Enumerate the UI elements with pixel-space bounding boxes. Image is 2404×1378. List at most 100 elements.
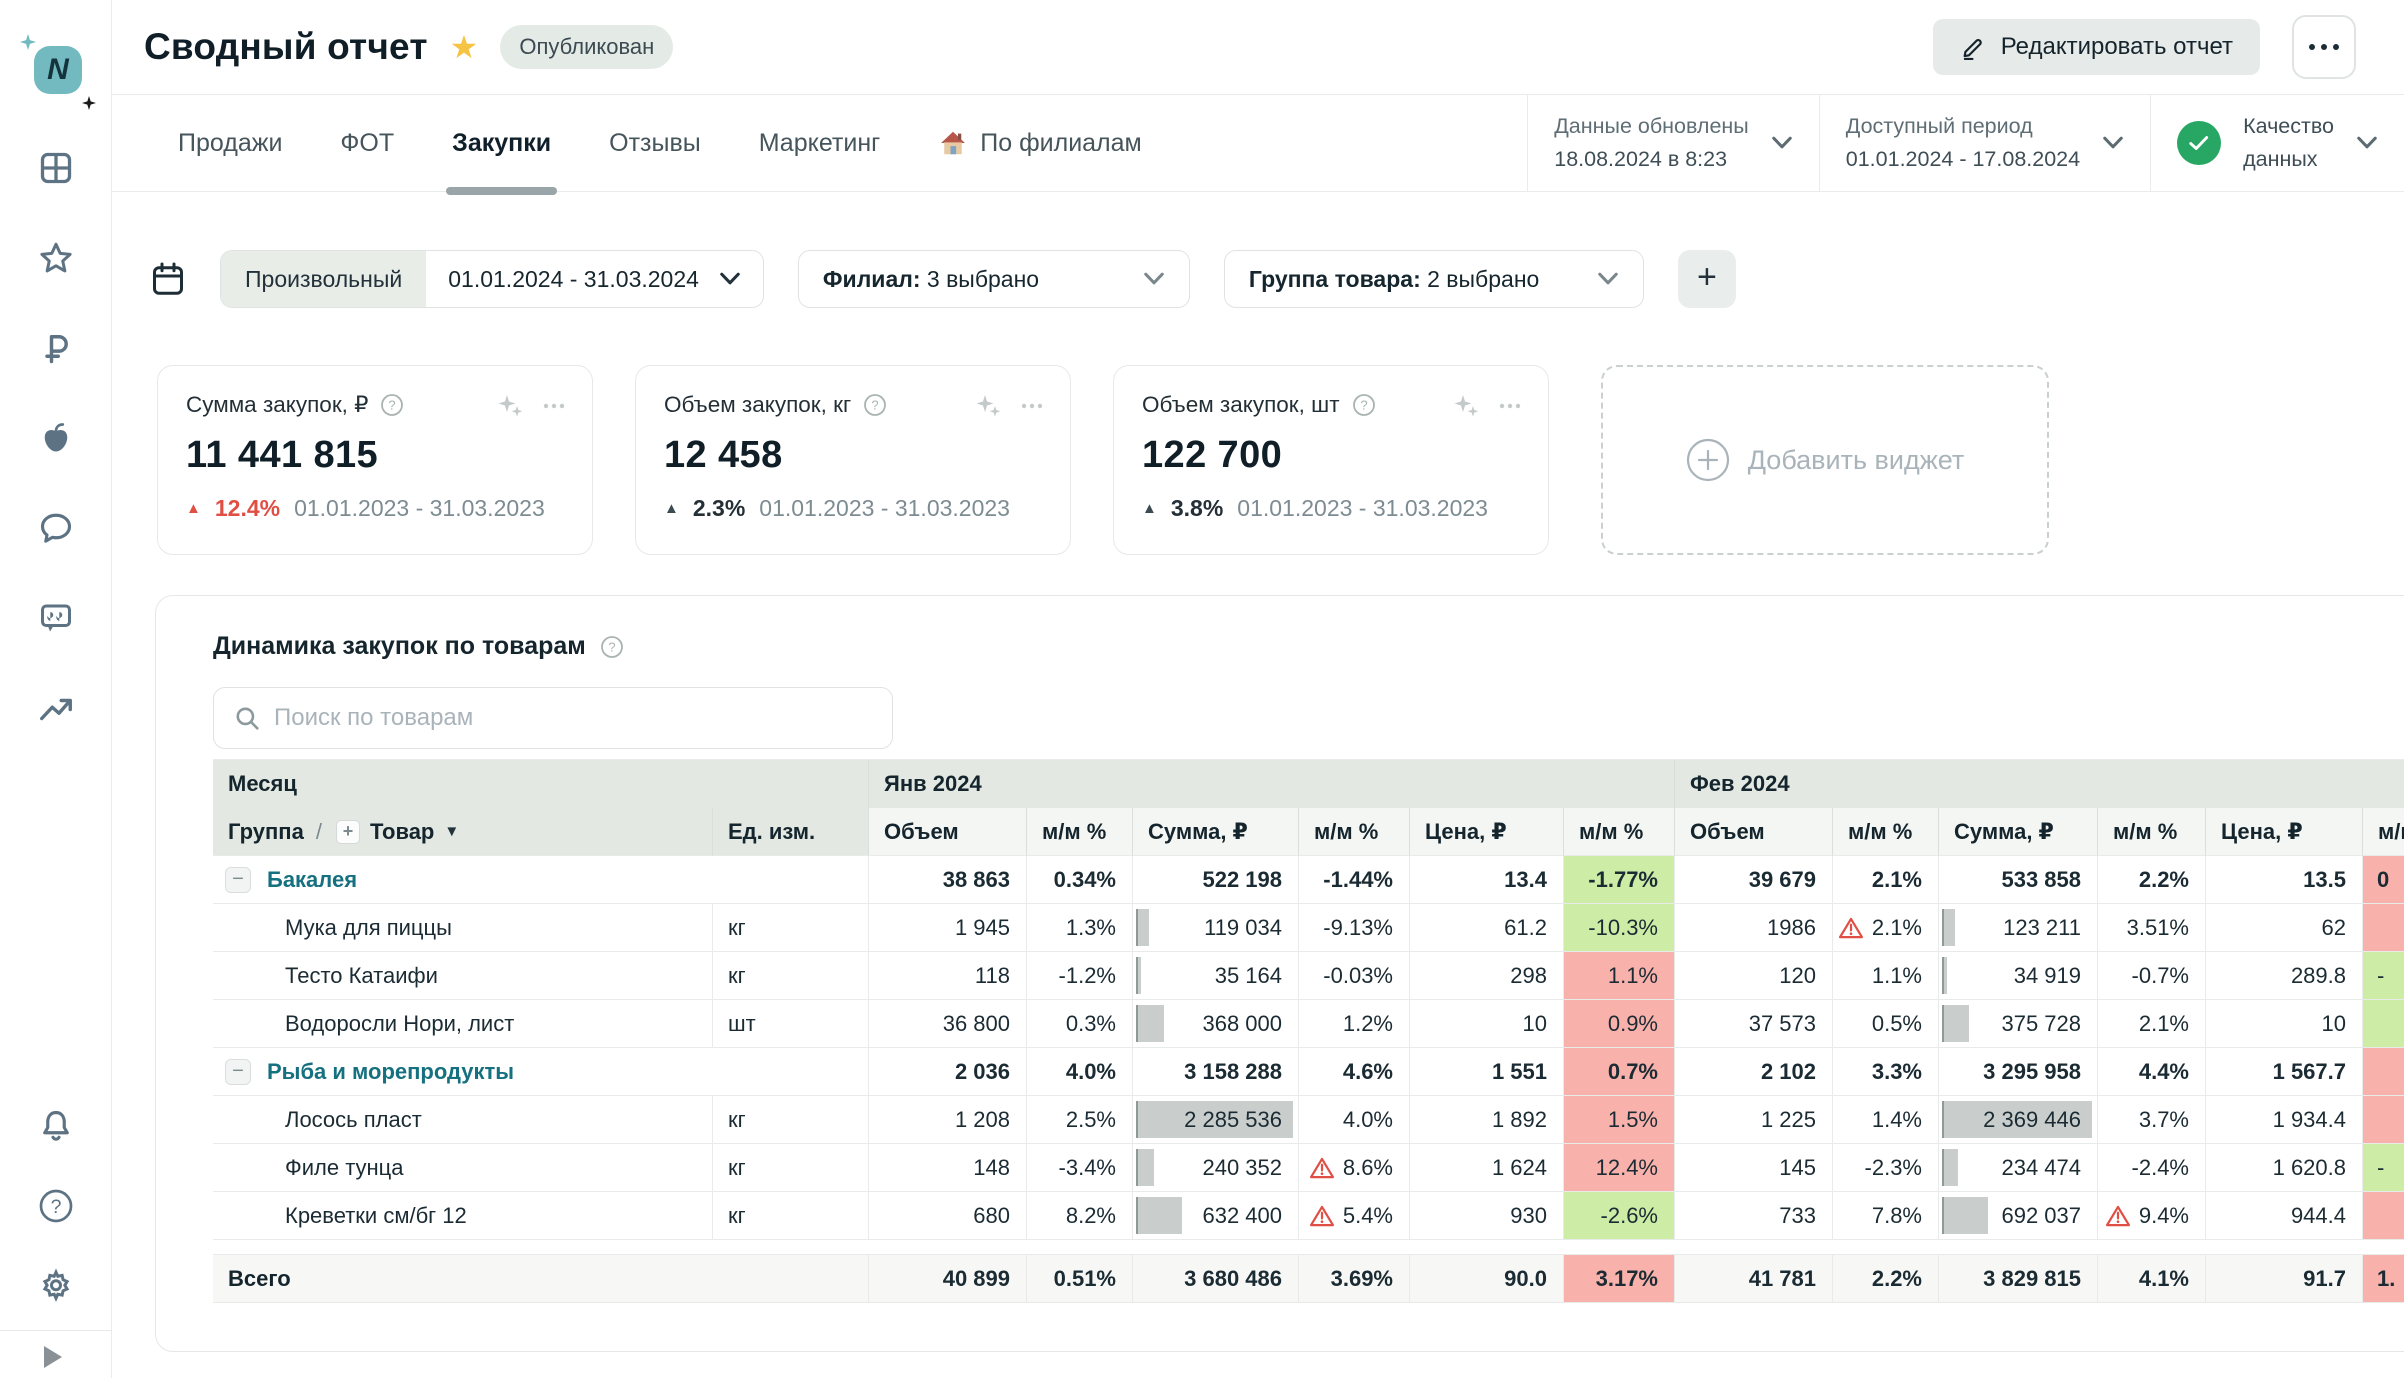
sort-desc-icon[interactable]: ▼: [444, 823, 459, 840]
more-actions-button[interactable]: [2292, 15, 2356, 79]
warning-triangle-icon[interactable]: [1309, 1156, 1335, 1180]
cell: 1.1%: [1564, 952, 1675, 1000]
delta-up-icon: ▲: [664, 501, 679, 516]
collapse-icon[interactable]: −: [225, 1059, 251, 1085]
help-circle-icon[interactable]: [38, 1188, 74, 1224]
expand-all-icon[interactable]: +: [336, 820, 360, 844]
col-sum[interactable]: Сумма, ₽: [1133, 808, 1299, 856]
warning-triangle-icon[interactable]: [1309, 1204, 1335, 1228]
available-period-dropdown[interactable]: Доступный период 01.01.2024 - 17.08.2024: [1819, 95, 2150, 191]
branch-filter-dropdown[interactable]: Филиал: 3 выбрано: [798, 250, 1190, 308]
tab-fot[interactable]: ФОТ: [340, 95, 394, 191]
tab-marketing[interactable]: Маркетинг: [759, 95, 881, 191]
kpi-value: 12 458: [664, 434, 1042, 477]
add-filter-button[interactable]: +: [1678, 250, 1736, 308]
sparkles-ai-icon[interactable]: [496, 392, 524, 420]
reviews-quote-icon[interactable]: [38, 600, 74, 636]
tab-branches[interactable]: По филиалам: [938, 95, 1142, 191]
cell: 3 680 486: [1133, 1255, 1299, 1303]
quality-label-line1: Качество: [2243, 110, 2334, 143]
warning-triangle-icon[interactable]: [1838, 916, 1864, 940]
data-quality-dropdown[interactable]: Качество данных: [2150, 95, 2404, 191]
col-group-item[interactable]: Группа/ + Товар▼: [213, 808, 713, 856]
item-name: Тесто Катаифи: [213, 952, 713, 1000]
cell: 37 573: [1675, 1000, 1833, 1048]
data-updated-dropdown[interactable]: Данные обновлены 18.08.2024 в 8:23: [1527, 95, 1819, 191]
sparkles-ai-icon[interactable]: [974, 392, 1002, 420]
col-mm[interactable]: м/м %: [1564, 808, 1675, 856]
help-icon[interactable]: [380, 393, 404, 417]
cell: 1 624: [1410, 1144, 1564, 1192]
cell: 1 620.8: [2206, 1144, 2363, 1192]
cell: 35 164: [1133, 952, 1299, 1000]
cell: 41 781: [1675, 1255, 1833, 1303]
cell: 298: [1410, 952, 1564, 1000]
warning-triangle-icon[interactable]: [2105, 1204, 2131, 1228]
kpi-title: Объем закупок, кг: [664, 392, 851, 418]
kpi-card-purchase-sum[interactable]: Сумма закупок, ₽ 11 441 815 ▲ 12.4% 01.0…: [157, 365, 593, 555]
col-volume[interactable]: Объем: [1675, 808, 1833, 856]
search-input[interactable]: [274, 704, 872, 732]
cell: 2.5%: [1027, 1096, 1133, 1144]
date-preset[interactable]: Произвольный: [221, 251, 426, 307]
cell: 2.1%: [1833, 856, 1939, 904]
date-range-picker[interactable]: Произвольный 01.01.2024 - 31.03.2024: [220, 250, 764, 308]
product-search[interactable]: [213, 687, 893, 749]
col-price[interactable]: Цена, ₽: [1410, 808, 1564, 856]
add-widget-button[interactable]: Добавить виджет: [1601, 365, 2049, 555]
cell: 3.51%: [2098, 904, 2206, 952]
col-sum[interactable]: Сумма, ₽: [1939, 808, 2098, 856]
cell: 4.0%: [1027, 1048, 1133, 1096]
col-mm[interactable]: м/м %: [1299, 808, 1410, 856]
tab-sales[interactable]: Продажи: [178, 95, 282, 191]
cell: -1.44%: [1299, 856, 1410, 904]
cell: 61.2: [1410, 904, 1564, 952]
tab-reviews[interactable]: Отзывы: [609, 95, 701, 191]
product-group-filter-dropdown[interactable]: Группа товара: 2 выбрано: [1224, 250, 1644, 308]
dashboard-grid-icon[interactable]: [38, 150, 74, 186]
group-name[interactable]: Рыба и морепродукты: [267, 1059, 514, 1085]
chat-bubble-icon[interactable]: [38, 510, 74, 546]
bell-icon[interactable]: [38, 1108, 74, 1144]
edit-report-button[interactable]: Редактировать отчет: [1933, 19, 2260, 75]
chevron-down-icon: [2102, 136, 2124, 150]
col-volume[interactable]: Объем: [869, 808, 1027, 856]
app-logo[interactable]: N: [34, 46, 82, 94]
col-mm[interactable]: м/м %: [1833, 808, 1939, 856]
favorite-star-icon[interactable]: ★: [450, 31, 479, 63]
data-bar: [1942, 1197, 1988, 1234]
kpi-card-volume-pcs[interactable]: Объем закупок, шт 122 700 ▲ 3.8% 01.01.2…: [1113, 365, 1549, 555]
kpi-card-volume-kg[interactable]: Объем закупок, кг 12 458 ▲ 2.3% 01.01.20…: [635, 365, 1071, 555]
col-jan-2024: Янв 2024: [869, 760, 1675, 808]
calendar-icon[interactable]: [150, 261, 186, 297]
finance-ruble-icon[interactable]: [38, 330, 74, 366]
help-icon[interactable]: [863, 393, 887, 417]
cell: 13.4: [1410, 856, 1564, 904]
cell: -1.2%: [1027, 952, 1133, 1000]
cell: 533 858: [1939, 856, 2098, 904]
tab-purchases[interactable]: Закупки: [452, 95, 551, 191]
col-mm[interactable]: м/м %: [2098, 808, 2206, 856]
col-mm[interactable]: м/м %: [2363, 808, 2404, 856]
kpi-title: Объем закупок, шт: [1142, 392, 1340, 418]
cell: -2.4%: [2098, 1144, 2206, 1192]
trend-chart-icon[interactable]: [38, 690, 74, 726]
kpi-compare-period: 01.01.2023 - 31.03.2023: [294, 495, 545, 522]
cell: 2 285 536: [1133, 1096, 1299, 1144]
sidebar-expand-icon[interactable]: [44, 1346, 62, 1368]
favorites-star-icon[interactable]: [38, 240, 74, 276]
help-icon[interactable]: [1352, 393, 1376, 417]
ellipsis-icon[interactable]: [1018, 392, 1046, 420]
cell: 944.4: [2206, 1192, 2363, 1240]
collapse-icon[interactable]: −: [225, 867, 251, 893]
group-name[interactable]: Бакалея: [267, 867, 357, 893]
help-icon[interactable]: [600, 635, 624, 659]
gear-icon[interactable]: [38, 1268, 74, 1304]
col-price[interactable]: Цена, ₽: [2206, 808, 2363, 856]
col-mm[interactable]: м/м %: [1027, 808, 1133, 856]
ellipsis-icon[interactable]: [1496, 392, 1524, 420]
sparkles-ai-icon[interactable]: [1452, 392, 1480, 420]
top-actions: Редактировать отчет: [1933, 15, 2356, 79]
food-apple-icon[interactable]: [38, 420, 74, 456]
ellipsis-icon[interactable]: [540, 392, 568, 420]
